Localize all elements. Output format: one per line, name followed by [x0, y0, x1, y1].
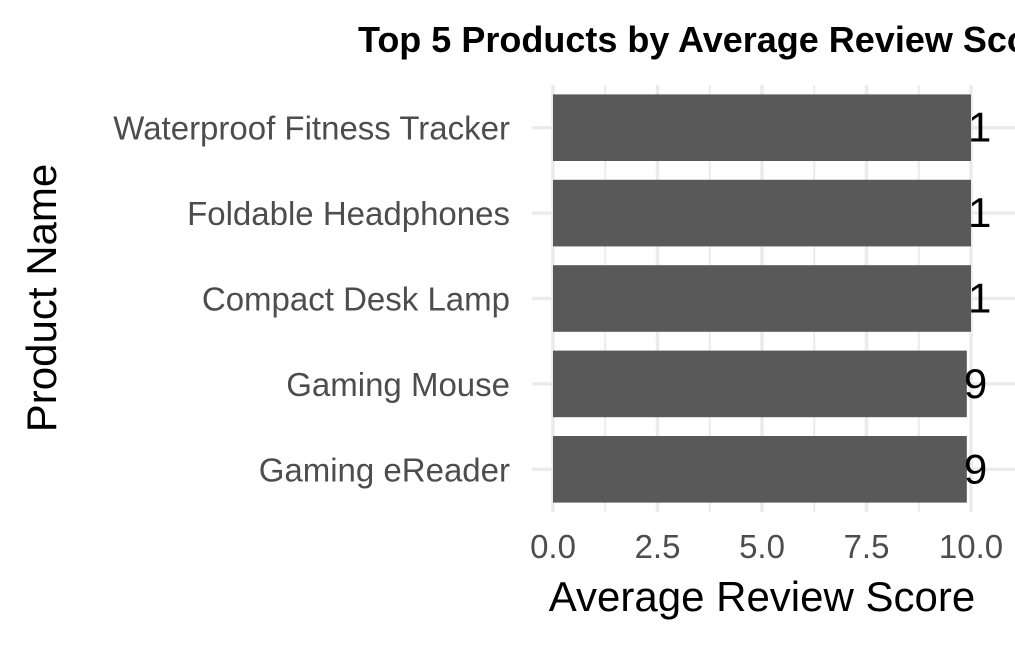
y-tick-label: Gaming eReader [259, 451, 510, 488]
y-tick-label: Waterproof Fitness Tracker [113, 110, 510, 147]
y-tick-label: Foldable Headphones [187, 195, 510, 232]
bar [553, 180, 971, 247]
data-label: 1 [968, 104, 991, 151]
x-tick-label: 0.0 [530, 528, 576, 565]
x-tick-label: 2.5 [635, 528, 681, 565]
data-label: 1 [968, 275, 991, 322]
x-axis-title: Average Review Score [549, 573, 975, 620]
bar [553, 265, 971, 332]
bar [553, 94, 971, 161]
data-label: 9 [964, 360, 987, 407]
data-label: 1 [968, 189, 991, 236]
bars [553, 94, 971, 502]
x-tick-label: 7.5 [844, 528, 890, 565]
x-tick-label: 5.0 [739, 528, 785, 565]
chart-title: Top 5 Products by Average Review Score [358, 19, 1015, 60]
bar [553, 436, 967, 503]
y-tick-label: Gaming Mouse [286, 366, 510, 403]
y-axis-title: Product Name [18, 164, 65, 432]
bar [553, 351, 967, 418]
y-tick-label: Compact Desk Lamp [202, 281, 510, 318]
x-tick-label: 10.0 [939, 528, 1003, 565]
data-label: 9 [964, 445, 987, 492]
